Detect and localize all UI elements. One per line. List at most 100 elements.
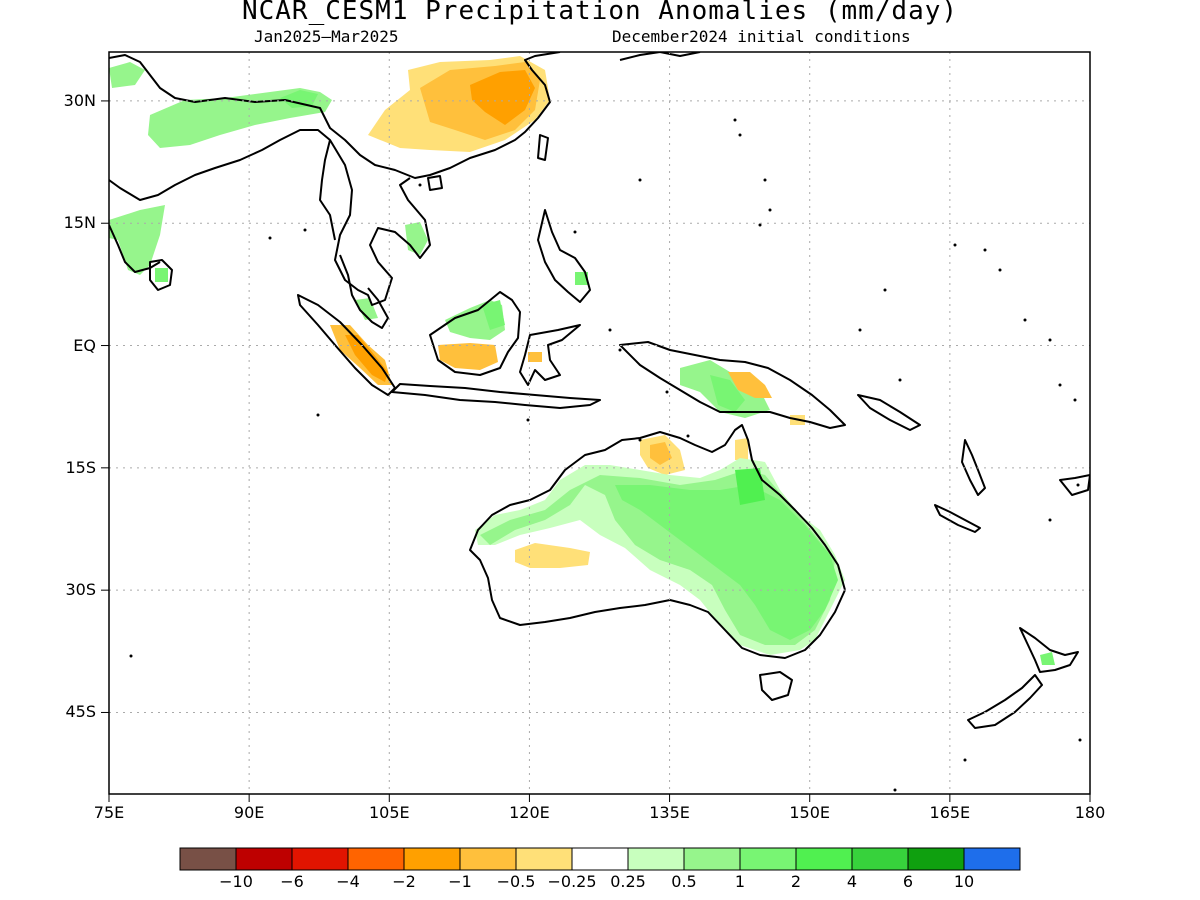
island-dot <box>686 434 690 438</box>
island-dot <box>758 223 762 227</box>
coastline-asia-mainland <box>109 52 561 179</box>
lat-label: EQ <box>73 335 96 355</box>
small-islands <box>129 118 1082 792</box>
coastline-west-india <box>109 224 161 273</box>
dry-shading-western-australia <box>515 543 590 568</box>
colorbar-label: 1 <box>734 872 746 891</box>
lat-label: 30N <box>63 90 96 110</box>
dry-shading-arnhem-core <box>650 442 672 465</box>
dry-shading-sulawesi <box>528 352 542 362</box>
coastline-taiwan <box>537 134 549 161</box>
initial-conditions: December2024 initial conditions <box>612 27 911 46</box>
dry-shading-south-borneo <box>438 343 498 370</box>
lon-label: 120E <box>509 803 550 822</box>
island-dot <box>1078 738 1082 742</box>
island-dot <box>1073 398 1077 402</box>
colorbar-swatch <box>571 847 629 871</box>
wet-shading-malaya <box>355 298 378 320</box>
lon-label: 180 <box>1074 803 1106 822</box>
wet-shading-sw-india <box>109 205 165 275</box>
coastline-tasmania <box>759 671 793 701</box>
dry-shading-sumatra-core <box>345 335 388 382</box>
lon-label: 75E <box>93 803 125 822</box>
colorbar-swatch <box>403 847 461 871</box>
coastline-sulawesi <box>519 324 581 386</box>
axis-ticks <box>101 100 1091 802</box>
anomaly-shading <box>109 56 1055 665</box>
island-dot <box>738 133 742 137</box>
island-dot <box>763 178 767 182</box>
coastline-new-zealand-north <box>1019 627 1079 673</box>
coastline-philippines <box>537 209 591 303</box>
lat-label: 45S <box>65 702 96 722</box>
colorbar-label: 2 <box>790 872 802 891</box>
lat-label: 15N <box>63 213 96 233</box>
dry-shading-south-china-core <box>470 70 535 125</box>
colorbar-label: −0.5 <box>496 872 536 891</box>
colorbar-swatch <box>459 847 517 871</box>
coastline-india <box>109 129 336 241</box>
island-dot <box>573 230 577 234</box>
island-dot <box>418 183 422 187</box>
coastline-malay-peninsula <box>339 254 389 329</box>
coastline-java <box>391 383 601 409</box>
island-dot <box>1048 518 1052 522</box>
coastline-hainan <box>427 175 443 191</box>
coastline-new-caledonia <box>934 504 981 533</box>
colorbar-label: −4 <box>336 872 360 891</box>
dry-shading-new-guinea <box>728 372 772 398</box>
colorbar-swatch <box>347 847 405 871</box>
colorbar-swatch <box>515 847 573 871</box>
island-dot <box>953 243 957 247</box>
island-dot <box>883 288 887 292</box>
colorbar-swatch <box>851 847 909 871</box>
lat-label: 30S <box>65 580 96 600</box>
island-dot <box>129 654 133 658</box>
wet-shading-australia-core <box>615 485 838 640</box>
coastline-new-zealand-south <box>967 674 1043 729</box>
coastlines <box>109 52 1090 729</box>
island-dot <box>983 248 987 252</box>
colorbar-label: −2 <box>392 872 416 891</box>
map-title: NCAR_CESM1 Precipitation Anomalies (mm/d… <box>241 0 959 26</box>
lon-label: 135E <box>649 803 690 822</box>
island-dot <box>1058 383 1062 387</box>
lon-label: 150E <box>789 803 831 822</box>
island-dot <box>963 758 967 762</box>
island-dot <box>638 438 642 442</box>
coastline-new-guinea <box>619 341 846 429</box>
island-dot <box>898 378 902 382</box>
colorbar-label: −0.25 <box>547 872 597 891</box>
colorbar-swatch <box>739 847 797 871</box>
colorbar-swatch <box>627 847 685 871</box>
coastline-sri-lanka <box>149 259 173 291</box>
colorbar-swatch <box>683 847 741 871</box>
lon-label: 165E <box>929 803 971 822</box>
colorbar <box>179 847 1021 871</box>
map-frame <box>108 51 1091 795</box>
forecast-period: Jan2025–Mar2025 <box>254 27 399 46</box>
coastline-fiji <box>1059 474 1090 496</box>
colorbar-label: 4 <box>846 872 858 891</box>
wet-shading-north-borneo-core <box>482 300 505 330</box>
island-dot <box>733 118 737 122</box>
coastline-indochina <box>329 139 431 306</box>
island-dot <box>665 390 669 394</box>
island-dot <box>1076 483 1080 487</box>
island-dot <box>618 348 622 352</box>
colorbar-swatch <box>235 847 293 871</box>
coastline-japan <box>619 52 701 61</box>
island-dot <box>893 788 897 792</box>
colorbar-swatch <box>291 847 349 871</box>
coastline-borneo <box>429 291 521 376</box>
colorbar-label: 0.25 <box>610 872 646 891</box>
lat-label: 15S <box>65 457 96 477</box>
island-dot <box>858 328 862 332</box>
coastline-solomon-islands <box>857 394 921 431</box>
colorbar-swatch <box>179 847 237 871</box>
colorbar-swatch <box>963 847 1021 871</box>
wet-shading-australia-peak <box>735 468 765 505</box>
coastline-sumatra <box>297 294 396 396</box>
colorbar-label: −10 <box>219 872 253 891</box>
